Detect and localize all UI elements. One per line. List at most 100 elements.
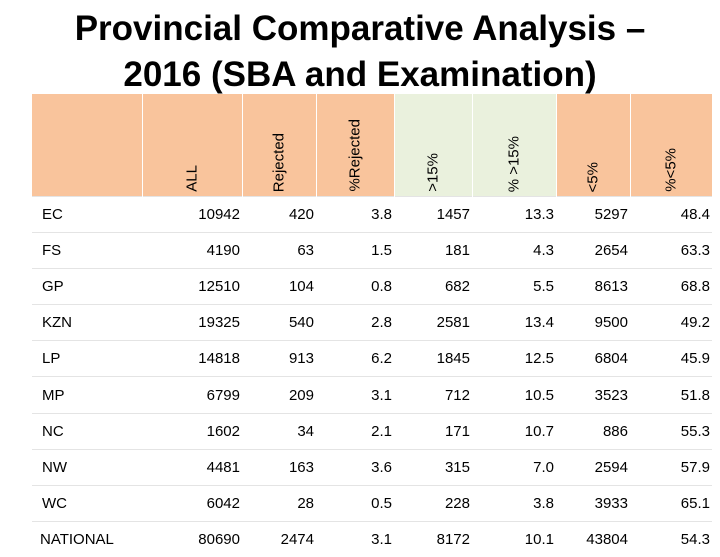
table-row: NC 1602 34 2.1 171 10.7 886 55.3 bbox=[32, 412, 712, 450]
value-cell: 171 bbox=[394, 412, 472, 450]
value-cell: 209 bbox=[242, 376, 316, 414]
value-cell: 12.5 bbox=[472, 340, 556, 377]
header-gt15: >15% bbox=[393, 94, 472, 197]
value-cell: 6804 bbox=[556, 340, 630, 377]
value-cell: 682 bbox=[394, 268, 472, 305]
page-title: Provincial Comparative Analysis – 2016 (… bbox=[0, 6, 720, 98]
value-cell: 3.8 bbox=[316, 195, 394, 233]
value-cell: 43804 bbox=[556, 520, 630, 557]
value-cell: 6042 bbox=[142, 484, 242, 522]
value-cell: 54.3 bbox=[630, 520, 712, 557]
province-cell: NW bbox=[32, 448, 142, 486]
value-cell: 712 bbox=[394, 376, 472, 414]
value-cell: 540 bbox=[242, 304, 316, 341]
value-cell: 2594 bbox=[556, 448, 630, 486]
value-cell: 2581 bbox=[394, 304, 472, 341]
value-cell: 1.5 bbox=[316, 232, 394, 269]
table-row: FS 4190 63 1.5 181 4.3 2654 63.3 bbox=[32, 232, 712, 269]
value-cell: 13.4 bbox=[472, 304, 556, 341]
value-cell: 163 bbox=[242, 448, 316, 486]
header-lt5: <5% bbox=[555, 94, 630, 197]
province-cell: NC bbox=[32, 412, 142, 450]
header-pct-rejected: %Rejected bbox=[315, 94, 394, 197]
value-cell: 14818 bbox=[142, 340, 242, 377]
value-cell: 2.1 bbox=[316, 412, 394, 450]
value-cell: 4.3 bbox=[472, 232, 556, 269]
province-cell: LP bbox=[32, 340, 142, 377]
value-cell: 34 bbox=[242, 412, 316, 450]
table-row: NW 4481 163 3.6 315 7.0 2594 57.9 bbox=[32, 448, 712, 486]
value-cell: 1602 bbox=[142, 412, 242, 450]
value-cell: 68.8 bbox=[630, 268, 712, 305]
table-row: KZN 19325 540 2.8 2581 13.4 9500 49.2 bbox=[32, 304, 712, 341]
value-cell: 228 bbox=[394, 484, 472, 522]
value-cell: 10.5 bbox=[472, 376, 556, 414]
value-cell: 48.4 bbox=[630, 195, 712, 233]
value-cell: 3523 bbox=[556, 376, 630, 414]
value-cell: 181 bbox=[394, 232, 472, 269]
value-cell: 5297 bbox=[556, 195, 630, 233]
value-cell: 420 bbox=[242, 195, 316, 233]
header-all: ALL bbox=[141, 94, 242, 197]
header-pct-gt15: % >15% bbox=[471, 94, 556, 197]
value-cell: 9500 bbox=[556, 304, 630, 341]
value-cell: 8172 bbox=[394, 520, 472, 557]
value-cell: 13.3 bbox=[472, 195, 556, 233]
value-cell: 2.8 bbox=[316, 304, 394, 341]
table-row: EC 10942 420 3.8 1457 13.3 5297 48.4 bbox=[32, 195, 712, 233]
table-row: GP 12510 104 0.8 682 5.5 8613 68.8 bbox=[32, 268, 712, 305]
value-cell: 12510 bbox=[142, 268, 242, 305]
value-cell: 5.5 bbox=[472, 268, 556, 305]
value-cell: 51.8 bbox=[630, 376, 712, 414]
value-cell: 63.3 bbox=[630, 232, 712, 269]
value-cell: 6799 bbox=[142, 376, 242, 414]
value-cell: 6.2 bbox=[316, 340, 394, 377]
value-cell: 10.1 bbox=[472, 520, 556, 557]
value-cell: 913 bbox=[242, 340, 316, 377]
value-cell: 8613 bbox=[556, 268, 630, 305]
value-cell: 10.7 bbox=[472, 412, 556, 450]
header-rejected: Rejected bbox=[241, 94, 316, 197]
value-cell: 28 bbox=[242, 484, 316, 522]
value-cell: 49.2 bbox=[630, 304, 712, 341]
value-cell: 63 bbox=[242, 232, 316, 269]
value-cell: 315 bbox=[394, 448, 472, 486]
table-row: MP 6799 209 3.1 712 10.5 3523 51.8 bbox=[32, 376, 712, 414]
header-province-blank bbox=[32, 94, 142, 197]
value-cell: 65.1 bbox=[630, 484, 712, 522]
table-row-national: NATIONAL 80690 2474 3.1 8172 10.1 43804 54.3 bbox=[32, 520, 712, 557]
province-cell: GP bbox=[32, 268, 142, 305]
value-cell: 2654 bbox=[556, 232, 630, 269]
province-cell: MP bbox=[32, 376, 142, 414]
value-cell: 4481 bbox=[142, 448, 242, 486]
value-cell: 3.8 bbox=[472, 484, 556, 522]
value-cell: 3.1 bbox=[316, 376, 394, 414]
title-line-2: 2016 (SBA and Examination) bbox=[123, 55, 597, 94]
value-cell: 886 bbox=[556, 412, 630, 450]
value-cell: 1457 bbox=[394, 195, 472, 233]
province-cell: KZN bbox=[32, 304, 142, 341]
comparison-table: ALL Rejected %Rejected >15% % >15% <5% %… bbox=[32, 94, 712, 557]
province-cell: FS bbox=[32, 232, 142, 269]
value-cell: 1845 bbox=[394, 340, 472, 377]
value-cell: 3.6 bbox=[316, 448, 394, 486]
table-row: LP 14818 913 6.2 1845 12.5 6804 45.9 bbox=[32, 340, 712, 377]
value-cell: 19325 bbox=[142, 304, 242, 341]
value-cell: 57.9 bbox=[630, 448, 712, 486]
value-cell: 3.1 bbox=[316, 520, 394, 557]
province-cell: NATIONAL bbox=[32, 520, 142, 557]
header-pct-lt5: %<5% bbox=[629, 94, 712, 197]
value-cell: 2474 bbox=[242, 520, 316, 557]
value-cell: 4190 bbox=[142, 232, 242, 269]
table-row: WC 6042 28 0.5 228 3.8 3933 65.1 bbox=[32, 484, 712, 522]
header-row: ALL Rejected %Rejected >15% % >15% <5% %… bbox=[32, 94, 712, 197]
value-cell: 80690 bbox=[142, 520, 242, 557]
title-line-1: Provincial Comparative Analysis – bbox=[74, 9, 646, 48]
value-cell: 0.5 bbox=[316, 484, 394, 522]
value-cell: 45.9 bbox=[630, 340, 712, 377]
value-cell: 7.0 bbox=[472, 448, 556, 486]
value-cell: 10942 bbox=[142, 195, 242, 233]
value-cell: 104 bbox=[242, 268, 316, 305]
province-cell: EC bbox=[32, 195, 142, 233]
province-cell: WC bbox=[32, 484, 142, 522]
